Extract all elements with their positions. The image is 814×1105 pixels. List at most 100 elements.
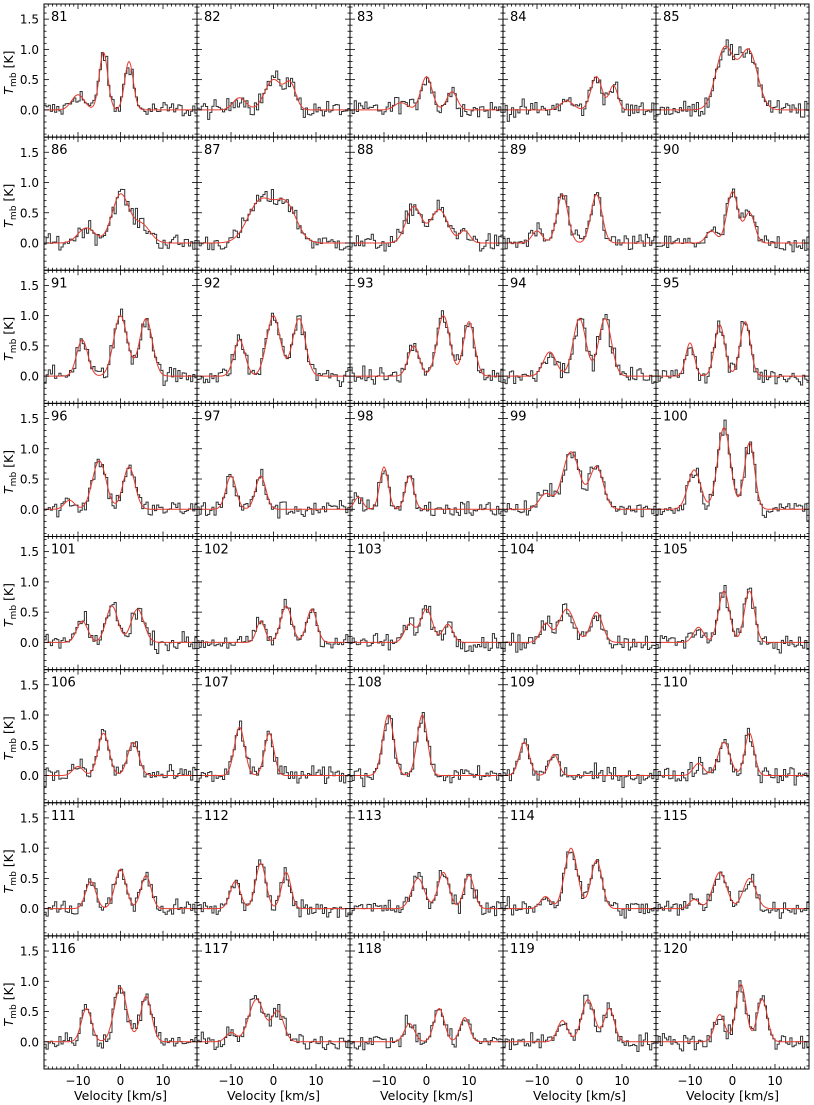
fit-curve-line: [350, 1007, 503, 1043]
observed-spectrum-line: [503, 451, 656, 518]
x-tick-label: 10: [767, 1074, 782, 1088]
observed-spectrum-line: [503, 76, 656, 122]
y-axis-label: Tmb [K]: [1, 982, 19, 1026]
spectrum-panel: 101: [43, 536, 198, 671]
y-axis-label: Tmb [K]: [1, 317, 19, 361]
panel-number-label: 95: [663, 276, 680, 291]
fit-curve-line: [197, 998, 350, 1043]
spectrum-panel: 98: [349, 402, 504, 537]
fit-curve-line: [350, 205, 503, 244]
observed-spectrum-line: [44, 188, 197, 251]
observed-spectrum-line: [656, 871, 809, 919]
fit-curve-line: [44, 868, 197, 910]
y-tick-label: 1.0: [20, 975, 39, 989]
observed-spectrum-line: [350, 199, 503, 252]
spectrum-panel: 119: [502, 935, 657, 1070]
observed-spectrum-line: [44, 458, 197, 518]
panel-number-label: 93: [357, 276, 374, 291]
panel-number-label: 83: [357, 10, 374, 25]
panel-number-label: 114: [510, 809, 535, 824]
spectrum-panel: 91: [43, 269, 198, 404]
panel-number-label: 87: [204, 143, 221, 158]
x-tick-label: 10: [461, 1074, 476, 1088]
x-axis-label: Velocity [km/s]: [380, 1088, 473, 1103]
observed-spectrum-line: [656, 188, 809, 253]
spectrum-panel: 95: [655, 269, 810, 404]
x-tick-label: −10: [371, 1074, 396, 1088]
spectrum-panel: 105: [655, 536, 810, 671]
observed-spectrum-line: [503, 738, 656, 788]
fit-curve-line: [197, 726, 350, 777]
spectrum-panel: 88: [349, 136, 504, 271]
spectrum-panel: 82: [196, 3, 351, 138]
y-tick-label: 1.5: [20, 13, 39, 27]
spectrum-panel: 90: [655, 136, 810, 271]
fit-curve-line: [350, 315, 503, 377]
panel-number-label: 88: [357, 143, 374, 158]
y-tick-label: 0.0: [20, 1035, 39, 1049]
x-tick-label: 10: [308, 1074, 323, 1088]
observed-spectrum-line: [44, 985, 197, 1050]
fit-curve-line: [503, 451, 656, 510]
y-tick-label: 1.5: [20, 412, 39, 426]
fit-curve-line: [197, 605, 350, 643]
fit-curve-line: [656, 45, 809, 111]
fit-curve-line: [656, 321, 809, 377]
fit-curve-line: [656, 983, 809, 1043]
fit-curve-line: [656, 190, 809, 244]
y-tick-label: 0.0: [20, 769, 39, 783]
fit-curve-line: [44, 732, 197, 777]
fit-curve-line: [44, 51, 197, 111]
panel-number-label: 101: [51, 543, 76, 558]
spectrum-panel: 83: [349, 3, 504, 138]
fit-curve-line: [503, 194, 656, 244]
observed-spectrum-line: [656, 419, 809, 522]
observed-spectrum-line: [503, 603, 656, 653]
panel-number-label: 94: [510, 276, 527, 291]
fit-curve-line: [656, 871, 809, 910]
panel-number-label: 99: [510, 409, 527, 424]
panel-number-label: 81: [51, 10, 68, 25]
y-axis-label: Tmb [K]: [1, 184, 19, 228]
panels-layer: 81 82 83 84 85 86 87 88 89 90 91 92 93 94 95 96 97 98 99 10…: [43, 3, 810, 1070]
y-axis-label: Tmb [K]: [1, 51, 19, 95]
spectrum-panel: 102: [196, 536, 351, 671]
panel-number-label: 102: [204, 543, 229, 558]
fit-curve-line: [656, 732, 809, 777]
fit-curve-line: [503, 998, 656, 1043]
y-tick-label: 1.5: [20, 146, 39, 160]
panel-number-label: 82: [204, 10, 221, 25]
observed-spectrum-line: [350, 77, 503, 119]
panel-number-label: 103: [357, 543, 382, 558]
y-tick-label: 0.0: [20, 370, 39, 384]
fit-curve-line: [197, 315, 350, 377]
y-axis-label: Tmb [K]: [1, 849, 19, 893]
fit-curve-line: [350, 76, 503, 111]
observed-spectrum-line: [197, 468, 350, 519]
panel-number-label: 100: [663, 409, 688, 424]
observed-spectrum-line: [503, 314, 656, 385]
panel-number-label: 112: [204, 809, 229, 824]
spectrum-panel: 96: [43, 402, 198, 537]
fit-curve-line: [44, 986, 197, 1043]
fit-curve-line: [350, 714, 503, 777]
y-tick-label: 1.0: [20, 709, 39, 723]
spectrum-panel: 92: [196, 269, 351, 404]
observed-spectrum-line: [656, 320, 809, 386]
y-tick-label: 1.5: [20, 279, 39, 293]
observed-spectrum-line: [197, 189, 350, 251]
observed-spectrum-line: [44, 308, 197, 386]
panel-number-label: 97: [204, 409, 221, 424]
panel-number-label: 106: [51, 676, 76, 691]
x-tick-label: −10: [65, 1074, 90, 1088]
y-axis-label: Tmb [K]: [1, 450, 19, 494]
y-tick-label: 1.0: [20, 43, 39, 57]
y-tick-label: 0.0: [20, 103, 39, 117]
spectrum-panel: 112: [196, 802, 351, 937]
y-tick-label: 1.5: [20, 811, 39, 825]
y-tick-label: 0.5: [20, 1005, 39, 1019]
observed-spectrum-line: [656, 980, 809, 1052]
y-tick-label: 0.5: [20, 872, 39, 886]
